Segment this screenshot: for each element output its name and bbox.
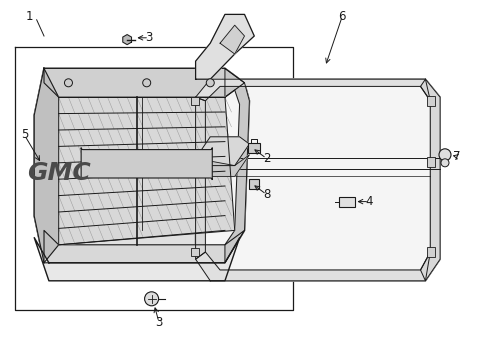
Bar — [427, 247, 434, 257]
Polygon shape — [420, 79, 439, 281]
FancyBboxPatch shape — [81, 148, 212, 180]
Text: 3: 3 — [145, 31, 153, 44]
Polygon shape — [59, 97, 234, 245]
Polygon shape — [122, 35, 131, 45]
Polygon shape — [220, 25, 244, 54]
Text: GMC: GMC — [27, 161, 90, 185]
Text: 4: 4 — [365, 195, 372, 208]
Bar — [339, 197, 354, 207]
Bar — [427, 96, 434, 106]
Polygon shape — [195, 252, 429, 281]
Bar — [190, 97, 198, 105]
Polygon shape — [34, 68, 59, 263]
Bar — [190, 169, 198, 177]
Text: 5: 5 — [20, 129, 28, 141]
Text: 1: 1 — [25, 10, 33, 23]
Bar — [190, 248, 198, 256]
Polygon shape — [34, 68, 249, 263]
Polygon shape — [195, 14, 254, 79]
Bar — [248, 143, 260, 153]
Bar — [427, 157, 434, 167]
Circle shape — [64, 79, 72, 87]
Polygon shape — [195, 79, 429, 101]
Polygon shape — [195, 137, 249, 166]
Text: 2: 2 — [262, 152, 270, 165]
Text: 7: 7 — [452, 150, 460, 163]
Polygon shape — [195, 97, 205, 259]
Text: 3: 3 — [155, 316, 163, 329]
Circle shape — [144, 292, 158, 306]
Circle shape — [142, 79, 150, 87]
Circle shape — [438, 149, 450, 161]
Text: 8: 8 — [262, 188, 270, 201]
Polygon shape — [44, 68, 244, 97]
Polygon shape — [224, 68, 249, 263]
Text: 6: 6 — [338, 10, 346, 23]
Polygon shape — [195, 155, 249, 176]
Circle shape — [440, 159, 448, 167]
Polygon shape — [205, 86, 429, 270]
Polygon shape — [34, 238, 239, 281]
Circle shape — [206, 79, 214, 87]
Polygon shape — [44, 230, 244, 263]
Polygon shape — [195, 79, 439, 281]
Bar — [249, 179, 259, 189]
